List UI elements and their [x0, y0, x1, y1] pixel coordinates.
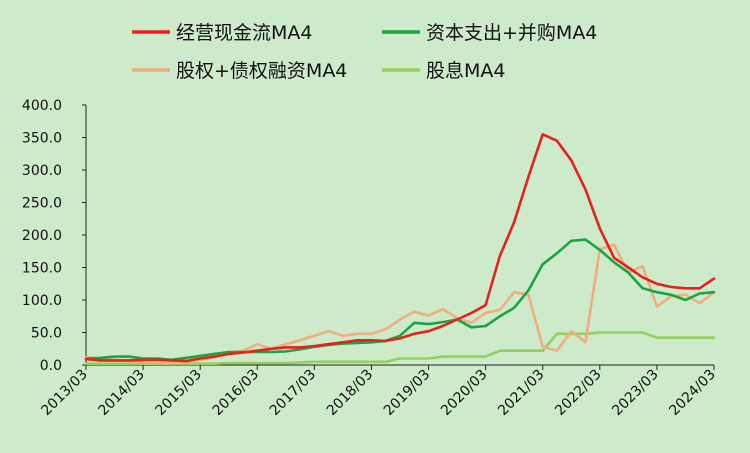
legend-entry-capex-mna: 资本支出+并购MA4	[382, 22, 597, 44]
x-tick-label: 2018/03	[324, 367, 376, 419]
x-tick-label: 2023/03	[609, 367, 661, 419]
y-tick-label: 50.0	[31, 326, 62, 342]
series-line-operating-cash-flow	[84, 133, 716, 363]
legend-label-capex-mna: 资本支出+并购MA4	[426, 22, 597, 44]
legend-entry-dividends: 股息MA4	[382, 60, 505, 82]
x-tick-label: 2021/03	[495, 367, 547, 419]
y-tick-label: 100.0	[22, 293, 62, 309]
legend-label-equity-debt-financing: 股权+债权融资MA4	[176, 60, 347, 82]
x-axis: 2013/03 2014/03 2015/03 2016/03 2017/03 2018/…	[38, 364, 719, 419]
y-axis: 0.0 50.0 100.0 150.0 200.0 250.0 300.0 350.0 400…	[22, 98, 87, 374]
y-tick-label: 0.0	[40, 358, 62, 374]
x-tick-label: 2022/03	[552, 367, 604, 419]
legend: 经营现金流MA4 资本支出+并购MA4 股权+债权融资MA4 股息MA4	[132, 22, 597, 82]
y-tick-label: 250.0	[22, 196, 62, 212]
x-tick-label: 2019/03	[381, 367, 433, 419]
legend-entry-operating-cash-flow: 经营现金流MA4	[132, 22, 312, 44]
series-line-capex-mna	[84, 238, 716, 362]
y-tick-label: 300.0	[22, 163, 62, 179]
x-tick-label: 2017/03	[267, 367, 319, 419]
y-tick-label: 200.0	[22, 228, 62, 244]
x-tick-label: 2020/03	[438, 367, 490, 419]
y-tick-label: 150.0	[22, 261, 62, 277]
legend-entry-equity-debt-financing: 股权+债权融资MA4	[132, 60, 347, 82]
x-tick-label: 2014/03	[95, 367, 147, 419]
x-tick-label: 2024/03	[666, 367, 718, 419]
series-line-dividends	[84, 331, 716, 366]
x-tick-label: 2015/03	[153, 367, 205, 419]
legend-label-operating-cash-flow: 经营现金流MA4	[176, 22, 312, 44]
series-layer	[84, 133, 716, 366]
x-tick-label: 2016/03	[210, 367, 262, 419]
x-tick-label: 2013/03	[38, 367, 90, 419]
legend-label-dividends: 股息MA4	[426, 60, 505, 82]
y-tick-label: 350.0	[22, 131, 62, 147]
y-tick-label: 400.0	[22, 98, 62, 114]
